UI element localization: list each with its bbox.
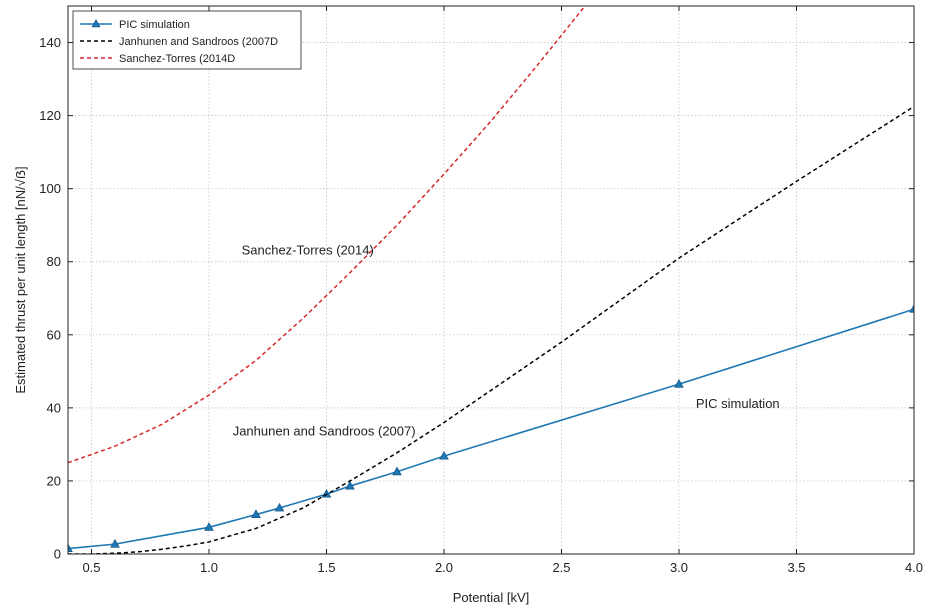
x-axis-title: Potential [kV] — [453, 590, 530, 605]
legend-label: Janhunen and Sandroos (2007D — [119, 36, 278, 48]
plot-background — [68, 6, 914, 554]
y-tick-label: 140 — [39, 35, 61, 50]
legend: PIC simulation Janhunen and Sandroos (200… — [72, 10, 302, 70]
x-tick-label: 3.5 — [787, 560, 805, 575]
data-point — [909, 304, 914, 313]
annotations: Sanchez-Torres (2014) Janhunen and Sandro… — [233, 242, 780, 438]
x-tick-label: 0.5 — [82, 560, 100, 575]
y-tick-label: 60 — [47, 327, 61, 342]
legend-label: PIC simulation — [119, 19, 190, 31]
x-tick-label: 1.0 — [200, 560, 218, 575]
series-line — [68, 6, 586, 464]
series-1 — [68, 105, 914, 554]
x-tick-label: 4.0 — [905, 560, 923, 575]
ticks: 0.5 1.0 1.5 2.0 2.5 3.0 3.5 4.0 0 20 40 60 80 100 120 1… — [39, 6, 923, 575]
series-2 — [68, 6, 586, 464]
data-point — [392, 466, 402, 476]
y-tick-label: 120 — [39, 108, 61, 123]
x-tick-label: 1.5 — [317, 560, 335, 575]
x-tick-label: 2.0 — [435, 560, 453, 575]
y-tick-label: 80 — [47, 254, 61, 269]
annotation-label: Janhunen and Sandroos (2007) — [233, 423, 416, 438]
y-axis-title: Estimated thrust per unit length [nN/√ẞ] — [13, 166, 28, 393]
annotation-label: PIC simulation — [696, 396, 780, 411]
data-point — [110, 539, 120, 548]
legend-label: Sanchez-Torres (2014D — [119, 53, 235, 65]
data-point — [439, 450, 449, 460]
data-point — [251, 509, 261, 518]
data-point — [674, 379, 684, 388]
y-tick-label: 40 — [47, 400, 61, 415]
data-point — [68, 543, 73, 552]
y-tick-label: 20 — [47, 473, 61, 488]
x-tick-label: 2.5 — [552, 560, 570, 575]
legend-marker — [91, 19, 101, 28]
legend-box — [72, 10, 302, 70]
y-tick-label: 100 — [39, 181, 61, 196]
series-layer — [68, 6, 914, 554]
plot-frame — [67, 5, 915, 555]
series-line — [68, 105, 914, 554]
annotation-label: Sanchez-Torres (2014) — [242, 242, 374, 257]
data-point — [345, 480, 355, 490]
data-point — [274, 502, 285, 512]
data-point — [204, 522, 214, 531]
y-tick-label: 0 — [54, 547, 61, 562]
x-tick-label: 3.0 — [670, 560, 688, 575]
